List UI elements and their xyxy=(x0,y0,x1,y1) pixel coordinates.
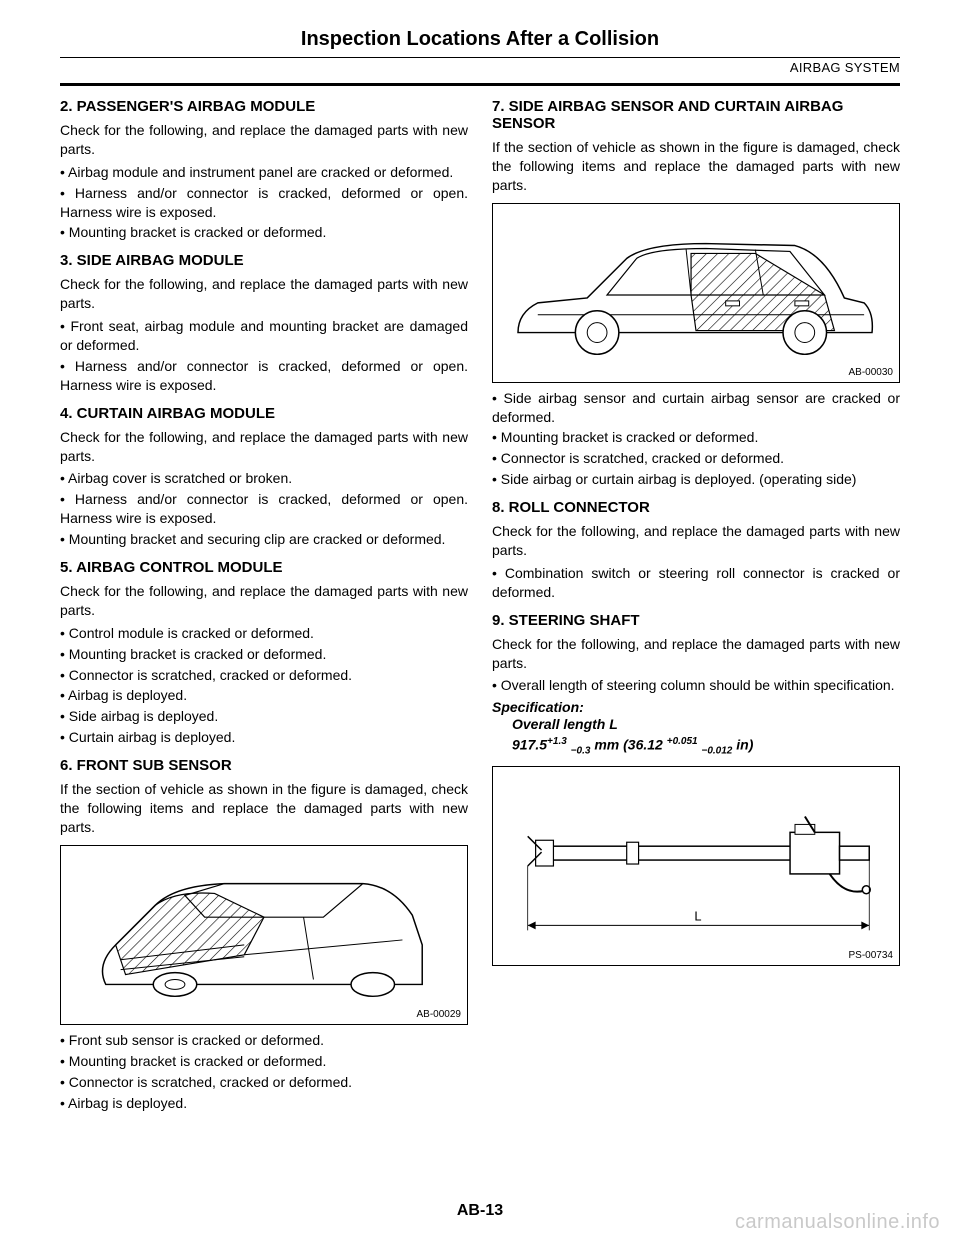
bullet: Connector is scratched, cracked or defor… xyxy=(60,666,468,685)
intro-s2: Check for the following, and replace the… xyxy=(60,121,468,159)
bullet: Airbag is deployed. xyxy=(60,686,468,705)
figure-label: PS-00734 xyxy=(849,950,893,961)
system-label: AIRBAG SYSTEM xyxy=(60,60,900,75)
bullet: Airbag cover is scratched or broken. xyxy=(60,469,468,488)
figure-side-airbag-sensor: AB-00030 xyxy=(492,203,900,383)
heading-s5: 5. AIRBAG CONTROL MODULE xyxy=(60,559,468,576)
bullet: Connector is scratched, cracked or defor… xyxy=(60,1073,468,1092)
bullet: Mounting bracket is cracked or deformed. xyxy=(492,428,900,447)
bullet: Combination switch or steering roll conn… xyxy=(492,564,900,602)
figure-label: AB-00029 xyxy=(417,1009,461,1020)
figure-steering-shaft: L PS-00734 xyxy=(492,766,900,966)
bullet: Airbag module and instrument panel are c… xyxy=(60,163,468,182)
bullet: Mounting bracket is cracked or deformed. xyxy=(60,645,468,664)
bullet: Side airbag or curtain airbag is deploye… xyxy=(492,470,900,489)
rule-thin xyxy=(60,57,900,58)
bullet: Control module is cracked or deformed. xyxy=(60,624,468,643)
bullet: Overall length of steering column should… xyxy=(492,676,900,695)
bullet: Harness and/or connector is cracked, def… xyxy=(60,490,468,528)
page-title: Inspection Locations After a Collision xyxy=(60,28,900,51)
intro-s9: Check for the following, and replace the… xyxy=(492,635,900,673)
heading-s2: 2. PASSENGER'S AIRBAG MODULE xyxy=(60,98,468,115)
bullet: Airbag is deployed. xyxy=(60,1094,468,1113)
specification-label: Specification: xyxy=(492,699,900,715)
left-column: 2. PASSENGER'S AIRBAG MODULE Check for t… xyxy=(60,88,468,1114)
dimension-letter: L xyxy=(694,909,701,924)
intro-s7: If the section of vehicle as shown in th… xyxy=(492,138,900,195)
intro-s4: Check for the following, and replace the… xyxy=(60,428,468,466)
right-column: 7. SIDE AIRBAG SENSOR AND CURTAIN AIRBAG… xyxy=(492,88,900,1114)
heading-s4: 4. CURTAIN AIRBAG MODULE xyxy=(60,405,468,422)
intro-s3: Check for the following, and replace the… xyxy=(60,275,468,313)
specification-value: 917.5+1.3 −0.3 mm (36.12 +0.051 −0.012 i… xyxy=(492,735,900,758)
bullet: Mounting bracket and securing clip are c… xyxy=(60,530,468,549)
content-columns: 2. PASSENGER'S AIRBAG MODULE Check for t… xyxy=(60,88,900,1114)
intro-s6: If the section of vehicle as shown in th… xyxy=(60,780,468,837)
figure-label: AB-00030 xyxy=(849,367,893,378)
heading-s9: 9. STEERING SHAFT xyxy=(492,612,900,629)
bullet: Front sub sensor is cracked or deformed. xyxy=(60,1031,468,1050)
bullet: Side airbag sensor and curtain airbag se… xyxy=(492,389,900,427)
heading-s7: 7. SIDE AIRBAG SENSOR AND CURTAIN AIRBAG… xyxy=(492,98,900,132)
specification-title: Overall length L xyxy=(492,715,900,735)
heading-s6: 6. FRONT SUB SENSOR xyxy=(60,757,468,774)
intro-s5: Check for the following, and replace the… xyxy=(60,582,468,620)
bullet: Connector is scratched, cracked or defor… xyxy=(492,449,900,468)
bullet: Front seat, airbag module and mounting b… xyxy=(60,317,468,355)
bullet: Mounting bracket is cracked or deformed. xyxy=(60,223,468,242)
bullet: Curtain airbag is deployed. xyxy=(60,728,468,747)
watermark: carmanualsonline.info xyxy=(735,1211,940,1234)
heading-s8: 8. ROLL CONNECTOR xyxy=(492,499,900,516)
bullet: Mounting bracket is cracked or deformed. xyxy=(60,1052,468,1071)
bullet: Side airbag is deployed. xyxy=(60,707,468,726)
heading-s3: 3. SIDE AIRBAG MODULE xyxy=(60,252,468,269)
bullet: Harness and/or connector is cracked, def… xyxy=(60,184,468,222)
intro-s8: Check for the following, and replace the… xyxy=(492,522,900,560)
figure-front-sub-sensor: AB-00029 xyxy=(60,845,468,1025)
rule-thick xyxy=(60,83,900,86)
bullet: Harness and/or connector is cracked, def… xyxy=(60,357,468,395)
